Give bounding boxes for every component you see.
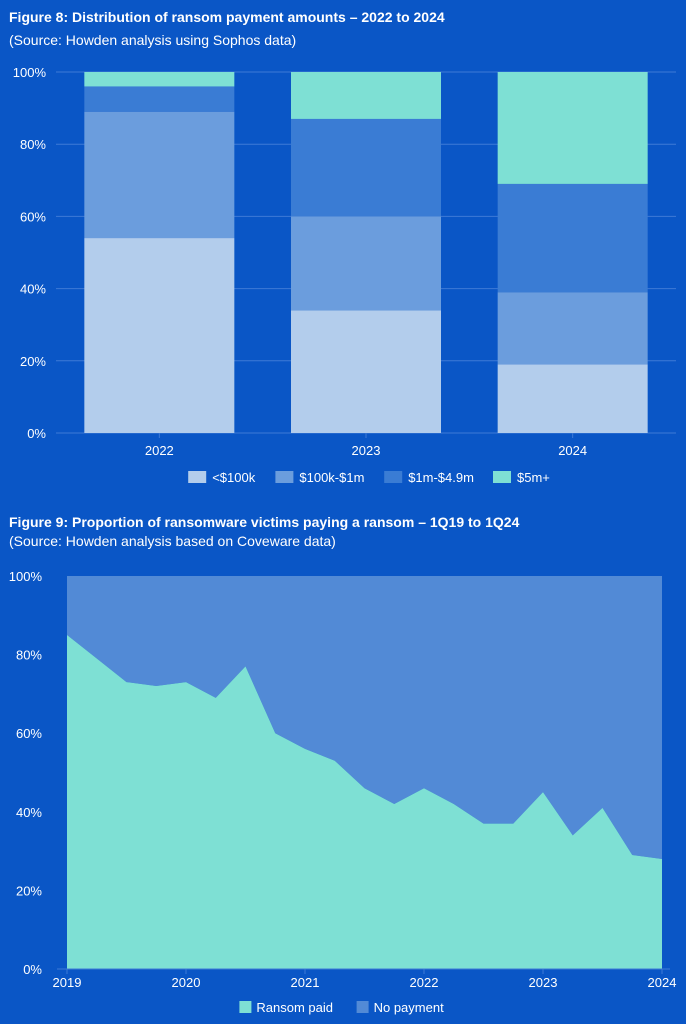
- y-tick-label: 60%: [20, 209, 46, 224]
- legend-swatch: [493, 471, 511, 483]
- bar-segment: [84, 238, 235, 433]
- y-tick-label: 80%: [20, 137, 46, 152]
- x-tick-label: 2023: [529, 975, 558, 990]
- figure8-source: (Source: Howden analysis using Sophos da…: [9, 32, 297, 48]
- x-tick-label: 2019: [53, 975, 82, 990]
- bar-segment: [497, 72, 648, 184]
- area-no-payment: [67, 576, 662, 859]
- legend-label: $1m-$4.9m: [408, 470, 474, 485]
- y-tick-label: 0%: [27, 426, 46, 441]
- legend-swatch: [356, 1001, 369, 1013]
- y-tick-label: 100%: [9, 569, 43, 584]
- y-tick-label: 100%: [13, 65, 47, 80]
- bar-segment: [84, 72, 235, 87]
- bar-segment: [84, 111, 235, 239]
- legend-swatch: [188, 471, 207, 483]
- legend-label: Ransom paid: [256, 1000, 333, 1015]
- x-tick-label: 2022: [410, 975, 439, 990]
- figure8-title: Figure 8: Distribution of ransom payment…: [9, 9, 445, 25]
- bar-segment: [497, 292, 648, 365]
- figure9-title: Figure 9: Proportion of ransomware victi…: [9, 514, 520, 530]
- bar-segment: [291, 118, 441, 217]
- legend-swatch: [239, 1001, 252, 1013]
- figure9-source: (Source: Howden analysis based on Covewa…: [9, 533, 336, 549]
- figure8-chart: 0% 20% 40% 60% 80% 100% 2022 2023 2024 <$100k $100…: [13, 65, 676, 485]
- bar-segment: [497, 183, 648, 293]
- y-tick-label: 40%: [16, 805, 42, 820]
- bar-segment: [291, 216, 441, 311]
- x-tick-label: 2024: [648, 975, 677, 990]
- x-tick-label: 2022: [145, 443, 174, 458]
- legend-label: <$100k: [212, 470, 256, 485]
- y-tick-label: 60%: [16, 726, 42, 741]
- legend-swatch: [384, 471, 403, 483]
- y-tick-label: 80%: [16, 648, 42, 663]
- legend-label: $100k-$1m: [299, 470, 364, 485]
- legend-label: No payment: [374, 1000, 444, 1015]
- x-tick-label: 2023: [352, 443, 381, 458]
- legend-swatch: [275, 471, 294, 483]
- area-ransom-paid: [67, 634, 662, 969]
- bar-segment: [84, 86, 235, 112]
- bar-segment: [291, 72, 441, 119]
- y-tick-label: 20%: [20, 354, 46, 369]
- legend-label: $5m+: [517, 470, 550, 485]
- bar-segment: [291, 310, 441, 433]
- x-tick-label: 2020: [172, 975, 201, 990]
- y-tick-label: 20%: [16, 883, 42, 898]
- y-tick-label: 40%: [20, 282, 46, 297]
- bar-segment: [497, 364, 648, 433]
- x-tick-label: 2024: [558, 443, 587, 458]
- y-tick-label: 0%: [23, 962, 42, 977]
- x-tick-label: 2021: [291, 975, 320, 990]
